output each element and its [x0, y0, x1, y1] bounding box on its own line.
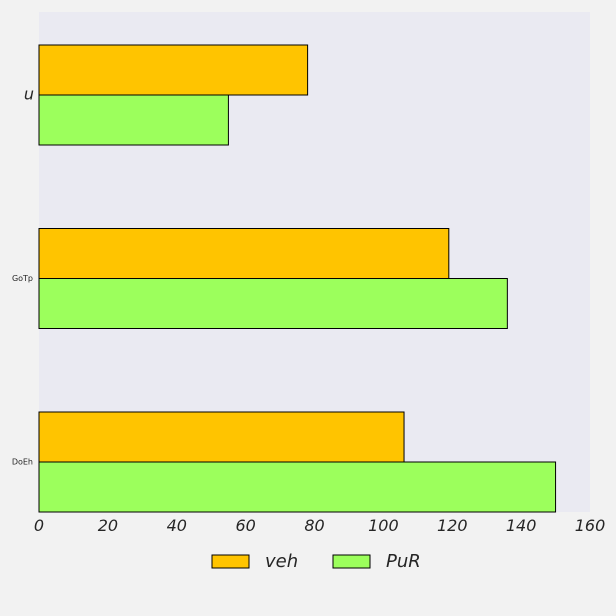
y-axis-labels: u GoTp DoEh — [12, 85, 34, 467]
legend-label-veh: veh — [265, 551, 298, 572]
bar-PuR-GoTp — [39, 279, 507, 329]
y-tick-label-DoEh: DoEh — [12, 458, 33, 467]
x-tick-label-80: 80 — [304, 516, 324, 535]
bar-veh-DoEh — [39, 412, 404, 462]
y-tick-label-GoTp: GoTp — [12, 274, 33, 283]
x-tick-label-60: 60 — [235, 516, 255, 535]
legend-swatch-veh — [212, 555, 249, 568]
bar-veh-u — [39, 45, 308, 95]
y-tick-label-u: u — [24, 85, 34, 104]
bar-PuR-DoEh — [39, 462, 556, 512]
x-tick-label-20: 20 — [98, 516, 118, 535]
bar-veh-GoTp — [39, 229, 449, 279]
x-tick-label-140: 140 — [506, 516, 537, 535]
x-tick-label-120: 120 — [437, 516, 468, 535]
bar-PuR-u — [39, 95, 228, 145]
x-axis-ticks: 0 20 40 60 80 100 120 140 160 — [34, 516, 605, 535]
x-tick-label-160: 160 — [575, 516, 606, 535]
legend-label-PuR: PuR — [386, 551, 421, 572]
x-tick-label-100: 100 — [368, 516, 399, 535]
x-tick-label-0: 0 — [34, 516, 44, 535]
legend: veh PuR — [212, 551, 421, 572]
x-tick-label-40: 40 — [167, 516, 187, 535]
legend-swatch-PuR — [333, 555, 370, 568]
